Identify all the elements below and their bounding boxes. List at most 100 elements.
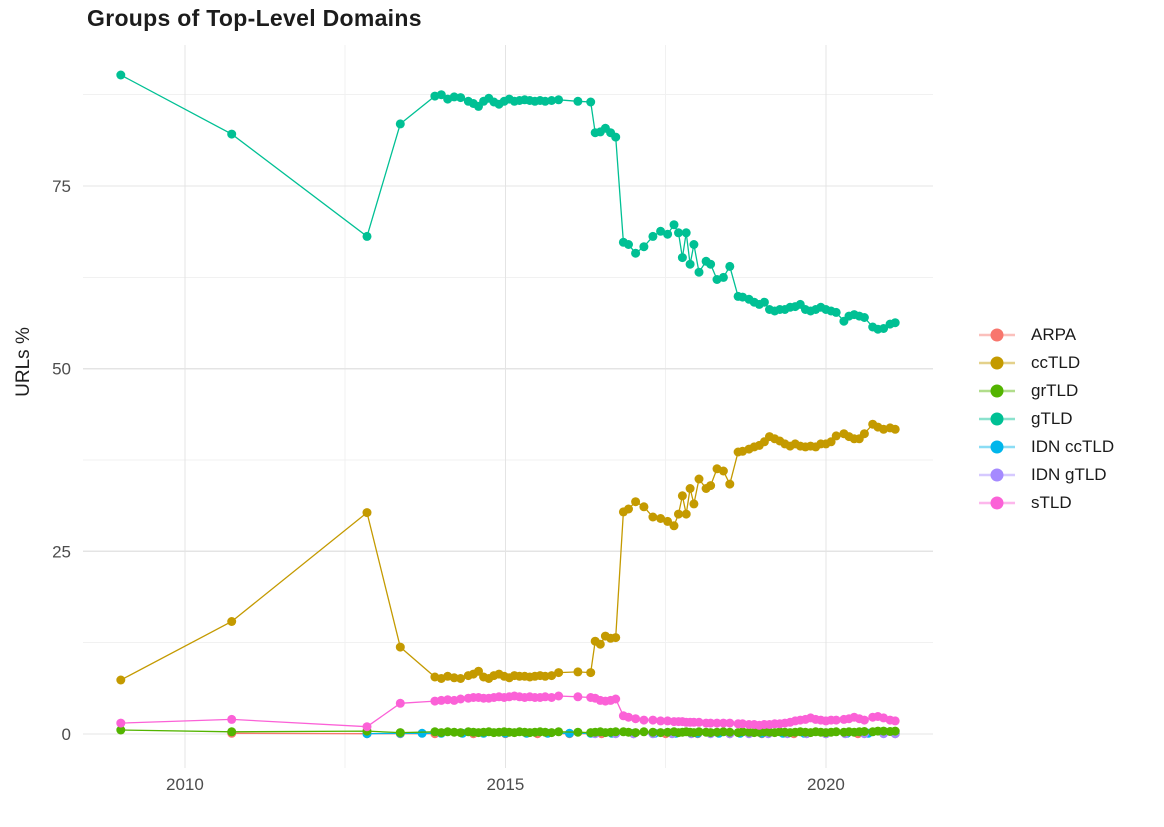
data-point-gtld [890, 318, 900, 328]
data-point-grtld [547, 728, 557, 738]
data-point-idn-cctld [417, 728, 427, 738]
data-point-stld [456, 694, 466, 704]
data-point-grtld [443, 727, 453, 737]
data-point-gtld [689, 240, 699, 249]
data-point-cctld [227, 617, 237, 626]
data-point-cctld [725, 479, 735, 489]
data-point-cctld [611, 633, 621, 643]
data-point-grtld [694, 727, 704, 737]
data-point-gtld [395, 119, 405, 129]
data-point-cctld [595, 639, 605, 649]
legend-key-icon-grtld [979, 384, 1015, 398]
legend-label-cctld: ccTLD [1031, 353, 1081, 372]
legend-item-gtld: gTLD [976, 405, 1114, 433]
data-point-grtld [648, 727, 658, 737]
y-tick-label: 75 [52, 177, 71, 196]
data-point-stld [554, 691, 564, 701]
legend-key-icon-gtld [979, 412, 1015, 426]
legend-item-cctld: ccTLD [976, 349, 1114, 377]
data-point-grtld [611, 727, 621, 737]
data-point-cctld [586, 668, 596, 678]
data-point-grtld [456, 728, 466, 738]
data-point-gtld [656, 226, 666, 236]
data-point-cctld [663, 516, 673, 526]
legend-label-grtld: grTLD [1031, 381, 1079, 400]
data-point-cctld [674, 509, 683, 519]
legend-key-icon-cctld [979, 356, 1015, 370]
data-point-cctld [859, 429, 869, 439]
legend-key-icon-idn-cctld [979, 440, 1015, 454]
data-point-grtld [639, 727, 649, 737]
data-point-gtld [718, 272, 728, 282]
data-point-gtld [648, 231, 658, 241]
data-point-stld [648, 715, 658, 725]
data-point-gtld [725, 261, 735, 271]
data-point-idn-cctld [565, 728, 574, 738]
data-point-gtld [669, 220, 679, 230]
data-point-stld [116, 718, 126, 728]
data-point-stld [611, 694, 621, 704]
data-point-cctld [694, 474, 704, 484]
data-point-grtld [738, 727, 748, 737]
data-point-cctld [639, 502, 649, 512]
data-point-gtld [759, 297, 769, 307]
data-point-grtld [227, 727, 237, 737]
data-point-grtld [706, 728, 716, 738]
data-point-gtld [831, 307, 841, 317]
data-point-gtld [631, 248, 641, 258]
data-point-gtld [694, 267, 704, 277]
legend-item-idn-cctld: IDN ccTLD [976, 433, 1114, 461]
data-point-cctld [706, 481, 716, 491]
data-point-gtld [436, 90, 446, 100]
data-point-gtld [547, 96, 557, 105]
legend-key-icon-idn-gtld [979, 468, 1015, 482]
data-point-grtld [718, 727, 728, 737]
legend-label-idn-gtld: IDN gTLD [1031, 465, 1107, 484]
data-point-gtld [227, 129, 237, 139]
legend-key-icon-arpa [979, 328, 1015, 342]
data-point-stld [395, 698, 405, 708]
data-point-cctld [547, 671, 557, 681]
data-point-gtld [573, 96, 583, 106]
data-point-grtld [116, 725, 126, 735]
data-point-grtld [663, 727, 673, 737]
legend-key-icon-stld [979, 496, 1015, 510]
x-tick-label: 2010 [166, 775, 204, 794]
legend-item-stld: sTLD [976, 489, 1114, 517]
data-point-grtld [449, 727, 459, 737]
data-point-cctld [116, 675, 126, 685]
series-line-gtld [120, 74, 896, 330]
data-point-gtld [639, 242, 649, 252]
data-point-stld [706, 718, 716, 728]
data-point-stld [859, 715, 869, 725]
data-point-cctld [554, 668, 564, 678]
legend-item-arpa: ARPA [976, 321, 1114, 349]
data-point-grtld [859, 727, 869, 736]
data-point-stld [227, 714, 237, 724]
data-point-gtld [624, 240, 633, 249]
legend: ARPA ccTLD grTLD gTLD IDN ccTLD IDN gTLD sTLD [976, 321, 1114, 517]
data-point-stld [890, 716, 900, 726]
data-point-grtld [890, 726, 900, 736]
data-point-stld [712, 718, 722, 728]
data-point-gtld [116, 70, 126, 80]
x-tick-label: 2020 [807, 775, 845, 794]
data-point-stld [573, 692, 583, 702]
data-point-stld [639, 715, 649, 725]
data-point-cctld [362, 508, 372, 518]
data-point-cctld [689, 499, 699, 509]
legend-label-idn-cctld: IDN ccTLD [1031, 437, 1115, 456]
legend-item-grtld: grTLD [976, 377, 1114, 405]
data-point-cctld [624, 504, 633, 514]
data-point-stld [656, 716, 666, 726]
data-point-grtld [831, 727, 841, 737]
data-point-cctld [677, 491, 687, 501]
data-point-gtld [362, 231, 372, 241]
data-point-cctld [456, 674, 466, 683]
data-point-stld [547, 693, 557, 702]
data-point-gtld [456, 93, 466, 103]
data-point-cctld [648, 512, 658, 522]
data-point-cctld [890, 424, 900, 434]
data-point-stld [624, 712, 633, 722]
data-point-gtld [685, 259, 695, 269]
